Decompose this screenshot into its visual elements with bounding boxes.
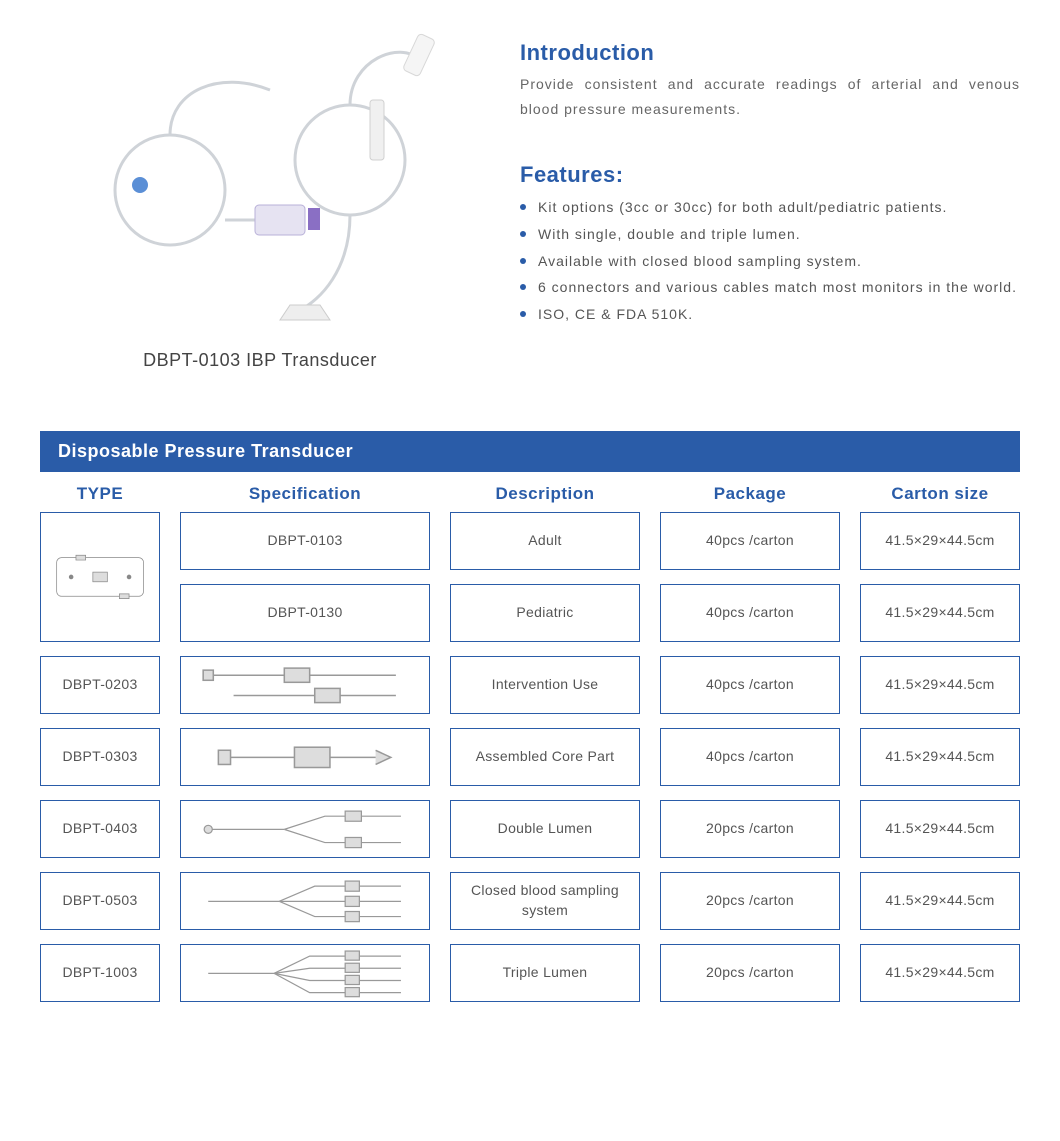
intro-title: Introduction — [520, 40, 1020, 66]
features-list: Kit options (3cc or 30cc) for both adult… — [520, 194, 1020, 327]
cell-type: DBPT-0303 — [40, 728, 160, 786]
cell-desc: Triple Lumen — [450, 944, 640, 1002]
feature-item: Available with closed blood sampling sys… — [520, 248, 1020, 275]
feature-item: ISO, CE & FDA 510K. — [520, 301, 1020, 328]
spec-diagram-icon — [193, 660, 416, 711]
col-carton: Carton size — [860, 484, 1020, 504]
cell-package: 40pcs /carton — [660, 656, 840, 714]
cell-package: 20pcs /carton — [660, 872, 840, 930]
transducer-illustration — [70, 30, 450, 330]
cell-carton: 41.5×29×44.5cm — [860, 872, 1020, 930]
cell-type: DBPT-0130 — [180, 584, 430, 642]
cell-spec — [180, 656, 430, 714]
cell-type: DBPT-0503 — [40, 872, 160, 930]
cell-package: 40pcs /carton — [660, 728, 840, 786]
spec-diagram-icon — [47, 548, 153, 606]
spec-table: Disposable Pressure Transducer TYPE Spec… — [40, 431, 1020, 1002]
feature-item: Kit options (3cc or 30cc) for both adult… — [520, 194, 1020, 221]
cell-carton: 41.5×29×44.5cm — [860, 584, 1020, 642]
cell-desc: Intervention Use — [450, 656, 640, 714]
cell-desc: Double Lumen — [450, 800, 640, 858]
product-column: DBPT-0103 IBP Transducer — [40, 30, 480, 371]
spec-diagram-icon — [193, 876, 416, 927]
col-desc: Description — [450, 484, 640, 504]
cell-type: DBPT-0103 — [180, 512, 430, 570]
table-row: DBPT-0203 Intervention Use 40pcs /carton… — [40, 656, 1020, 714]
features-title: Features: — [520, 162, 1020, 188]
col-spec: Specification — [180, 484, 430, 504]
cell-package: 20pcs /carton — [660, 944, 840, 1002]
cell-carton: 41.5×29×44.5cm — [860, 800, 1020, 858]
cell-spec — [180, 944, 430, 1002]
intro-body: Provide consistent and accurate readings… — [520, 72, 1020, 122]
cell-type: DBPT-0203 — [40, 656, 160, 714]
table-header-row: TYPE Specification Description Package C… — [40, 472, 1020, 512]
cell-spec — [180, 800, 430, 858]
table-title: Disposable Pressure Transducer — [40, 431, 1020, 472]
feature-item: 6 connectors and various cables match mo… — [520, 274, 1020, 301]
cell-spec-merged — [40, 512, 160, 642]
text-column: Introduction Provide consistent and accu… — [520, 30, 1020, 371]
top-section: DBPT-0103 IBP Transducer Introduction Pr… — [40, 30, 1020, 371]
cell-package: 40pcs /carton — [660, 512, 840, 570]
cell-desc: Assembled Core Part — [450, 728, 640, 786]
table-row: DBPT-0503 Closed blood sampling system 2… — [40, 872, 1020, 930]
feature-item: With single, double and triple lumen. — [520, 221, 1020, 248]
cell-type: DBPT-0403 — [40, 800, 160, 858]
cell-carton: 41.5×29×44.5cm — [860, 944, 1020, 1002]
table-row: DBPT-1003 Triple Lumen — [40, 944, 1020, 1002]
col-package: Package — [660, 484, 840, 504]
product-caption: DBPT-0103 IBP Transducer — [143, 350, 377, 371]
cell-carton: 41.5×29×44.5cm — [860, 656, 1020, 714]
cell-package: 20pcs /carton — [660, 800, 840, 858]
table-row-group: DBPT-0103 Adult 40pcs /carton 41.5×29×44… — [40, 512, 1020, 642]
cell-desc: Pediatric — [450, 584, 640, 642]
col-type: TYPE — [40, 484, 160, 504]
spec-diagram-icon — [193, 732, 416, 783]
spec-diagram-icon — [193, 948, 416, 999]
cell-type: DBPT-1003 — [40, 944, 160, 1002]
cell-spec — [180, 728, 430, 786]
cell-carton: 41.5×29×44.5cm — [860, 728, 1020, 786]
cell-desc: Closed blood sampling system — [450, 872, 640, 930]
table-body: DBPT-0103 Adult 40pcs /carton 41.5×29×44… — [40, 512, 1020, 1002]
cell-spec — [180, 872, 430, 930]
table-row: DBPT-0403 Double Lumen 20pcs /carton 41.… — [40, 800, 1020, 858]
cell-desc: Adult — [450, 512, 640, 570]
cell-carton: 41.5×29×44.5cm — [860, 512, 1020, 570]
spec-diagram-icon — [193, 804, 416, 855]
product-image — [70, 30, 450, 330]
cell-package: 40pcs /carton — [660, 584, 840, 642]
table-row: DBPT-0303 Assembled Core Part 40pcs /car… — [40, 728, 1020, 786]
